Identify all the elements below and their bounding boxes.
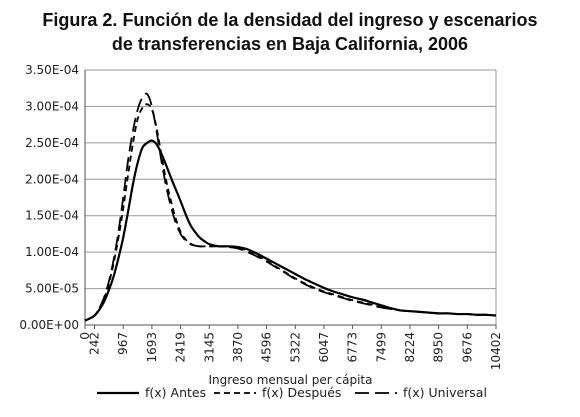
- x-tick-label: 3870: [231, 332, 245, 363]
- chart-title: Figura 2. Función de la densidad del ing…: [42, 10, 538, 30]
- y-tick-label: 2.00E-04: [25, 172, 79, 186]
- legend: f(x) Antes f(x) Después f(x) Universal: [97, 385, 487, 400]
- x-tick-label: 8224: [403, 332, 417, 363]
- grid-layer: [85, 69, 497, 326]
- chart-subtitle: de transferencias en Baja California, 20…: [111, 34, 469, 54]
- y-tick-label: 3.50E-04: [25, 63, 79, 77]
- x-tick-label: 0: [78, 332, 92, 340]
- x-tick-label: 967: [116, 332, 130, 355]
- x-tick-label: 8950: [432, 332, 446, 363]
- axis-layer: 0.00E+00 5.00E-05 1.00E-04 1.50E-04 2.00E-04…: [19, 63, 503, 370]
- legend-label-f-x-universal: f(x) Universal: [403, 385, 487, 400]
- x-tick-label: 10402: [489, 332, 503, 370]
- series-line-f-x-antes: [84, 139, 497, 322]
- x-tick-label: 6047: [317, 332, 331, 363]
- legend-label-f-x-despu-s: f(x) Después: [262, 385, 341, 400]
- x-tick-label: 5322: [288, 332, 302, 363]
- x-tick-label: 9676: [460, 332, 474, 363]
- y-tick-label: 5.00E-05: [25, 282, 79, 296]
- x-tick-label: 2419: [174, 332, 188, 363]
- x-tick-label: 242: [88, 332, 102, 355]
- x-tick-label: 6773: [346, 332, 360, 363]
- x-tick-label: 7499: [374, 332, 388, 363]
- x-axis-label: Ingreso mensual per cápita: [209, 373, 373, 387]
- y-tick-label: 1.00E-04: [25, 245, 79, 259]
- x-tick-label: 3145: [202, 332, 216, 363]
- y-tick-label: 3.00E-04: [25, 99, 79, 113]
- legend-label-f-x-antes: f(x) Antes: [145, 385, 206, 400]
- series-layer: [84, 92, 497, 322]
- y-tick-label: 1.50E-04: [25, 209, 79, 223]
- x-tick-label: 1693: [145, 332, 159, 363]
- x-tick-label: 4596: [260, 332, 274, 363]
- y-tick-label: 2.50E-04: [25, 136, 79, 150]
- series-line-f-x-universal: [84, 92, 497, 322]
- y-tick-label: 0.00E+00: [19, 318, 79, 332]
